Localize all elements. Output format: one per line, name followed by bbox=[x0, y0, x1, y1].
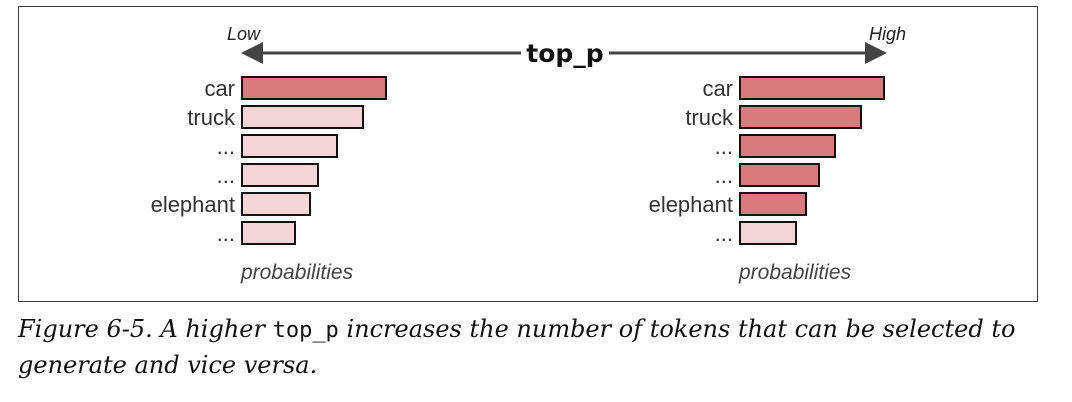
caption-code: top_p bbox=[272, 318, 339, 343]
token-label: ... bbox=[715, 134, 733, 159]
token-label: truck bbox=[685, 105, 734, 130]
probability-bar bbox=[241, 221, 296, 245]
figure-caption: Figure 6-5. A higher top_p increases the… bbox=[18, 312, 1058, 382]
probability-bar bbox=[739, 76, 885, 100]
token-label: ... bbox=[217, 163, 235, 188]
top-p-diagram: top_p Low High car truck ... ... elephan… bbox=[151, 24, 906, 284]
probabilities-label: probabilities bbox=[738, 261, 852, 284]
token-label: ... bbox=[217, 221, 235, 246]
probability-bar bbox=[739, 105, 862, 129]
token-label: elephant bbox=[649, 192, 733, 217]
caption-prefix: Figure 6-5. A higher bbox=[18, 315, 273, 343]
token-label: elephant bbox=[151, 192, 235, 217]
token-label: truck bbox=[187, 105, 236, 130]
token-label: ... bbox=[715, 221, 733, 246]
bars-low bbox=[241, 76, 387, 245]
token-label: car bbox=[204, 76, 235, 101]
top-p-arrow: top_p Low High bbox=[227, 24, 906, 68]
top-p-label: top_p bbox=[526, 39, 603, 68]
high-label: High bbox=[869, 24, 906, 44]
probability-bar bbox=[241, 192, 311, 216]
probability-bar bbox=[241, 134, 338, 158]
figure-frame: top_p Low High car truck ... ... elephan… bbox=[18, 6, 1038, 302]
arrow-head-right-icon bbox=[865, 42, 887, 64]
token-label: car bbox=[702, 76, 733, 101]
bars-high bbox=[739, 76, 885, 245]
probability-bar bbox=[241, 163, 319, 187]
panel-low: car truck ... ... elephant ... probabili… bbox=[151, 76, 387, 284]
panel-high: car truck ... ... elephant ... probabili… bbox=[649, 76, 885, 284]
token-label: ... bbox=[715, 163, 733, 188]
token-label: ... bbox=[217, 134, 235, 159]
probability-bar bbox=[739, 163, 820, 187]
probability-bar bbox=[241, 105, 364, 129]
probability-bar bbox=[739, 221, 797, 245]
arrow-head-left-icon bbox=[241, 42, 263, 64]
probability-bar bbox=[739, 192, 807, 216]
probability-bar bbox=[739, 134, 836, 158]
caption-suffix: increases the number of tokens that can … bbox=[18, 315, 1016, 379]
probabilities-label: probabilities bbox=[240, 261, 354, 284]
low-label: Low bbox=[227, 24, 261, 44]
probability-bar bbox=[241, 76, 387, 100]
